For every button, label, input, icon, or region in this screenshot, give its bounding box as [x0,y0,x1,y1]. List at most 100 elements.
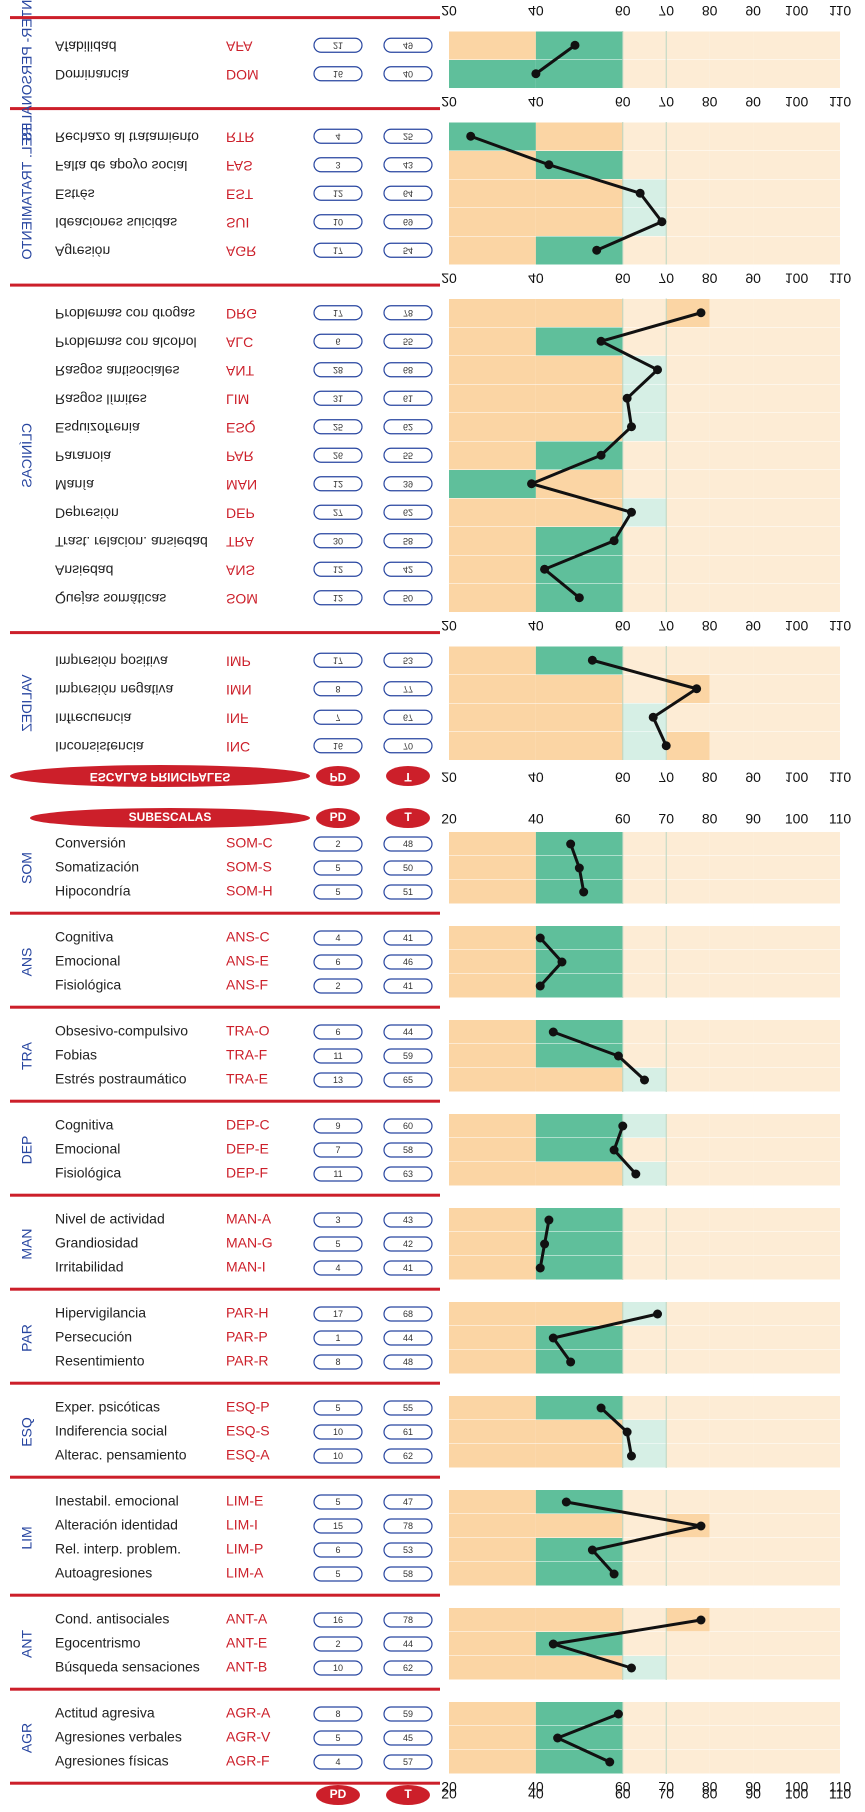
zone-cell [753,59,840,88]
t-value: 78 [403,1615,413,1625]
profile-point [548,1027,558,1037]
profile-point [640,1075,649,1085]
zone-cell [666,646,710,675]
pd-pill [313,1166,363,1182]
scale-name: Emocional [55,953,120,969]
zone-cell [449,950,536,974]
zone-cell [622,1350,667,1374]
pd-pill [313,1706,363,1722]
scale-name: Conversión [55,835,126,851]
scale-code: AFA [226,39,253,55]
axis-tick-label: 80 [702,618,718,634]
scale-name: Afabilidad [55,39,117,55]
zone-cell [666,832,710,856]
pd-value: 5 [335,1239,340,1249]
zone-cell [753,832,840,856]
scale-code: LIM [226,392,249,408]
scale-code: PAR [226,449,254,465]
t-value: 49 [403,40,413,50]
pd-value: 21 [333,40,343,50]
profile-point [596,336,606,346]
zone-cell [449,974,536,998]
scale-code: LIM-P [226,1541,263,1557]
t-value: 25 [403,131,413,141]
zone-cell [535,674,623,703]
t-pill [383,533,433,549]
zone-cell [449,583,536,612]
scale-code: SUI [226,215,249,231]
pd-pill [313,476,363,492]
t-pill [383,1260,433,1276]
axis-tick-label: 100 [785,1778,809,1794]
axis-tick-label: 70 [658,94,674,110]
zone-cell [449,1256,536,1280]
axis-tick-label: 110 [829,811,852,827]
pd-value: 15 [333,1521,343,1531]
zone-cell [666,1044,710,1068]
pd-value: 4 [335,131,340,141]
t-pill [383,1306,433,1322]
axis-tick-label: 90 [745,271,761,287]
zone-cell [666,926,710,950]
scale-code: ESQ-P [226,1399,270,1415]
profile-point [626,1663,636,1673]
zone-cell [709,31,754,60]
zone-cell [666,880,710,904]
pd-value: 17 [333,655,343,665]
zone-cell [622,526,667,555]
zone-cell [449,856,536,880]
zone-cell [666,1068,710,1092]
axis-tick-label: 80 [702,271,718,287]
scale-name: Manía [55,477,94,493]
zone-cell [449,298,536,327]
t-pill [383,419,433,435]
scale-name: Inestabil. emocional [55,1493,179,1509]
zone-cell [449,1020,536,1044]
group-label: MAN [19,1228,35,1259]
zone-cell [666,583,710,612]
scale-name: Impresión positiva [55,654,168,670]
t-value: 61 [403,1427,413,1437]
zone-cell [709,1114,754,1138]
zone-cell [709,674,754,703]
t-pill [383,652,433,668]
t-value: 70 [403,741,413,751]
pd-value: 7 [335,1145,340,1155]
zone-cell [709,1538,754,1562]
zone-cell [622,150,667,179]
zone-cell [622,1256,667,1280]
scale-name: Esquizofrenia [55,420,140,436]
t-pill [383,1494,433,1510]
zone-cell [535,298,623,327]
pd-value: 10 [333,1663,343,1673]
profile-point [696,308,706,318]
scale-name: Irritabilidad [55,1259,123,1275]
zone-cell [753,1232,840,1256]
scale-code: ANS-E [226,953,269,969]
profile-point [548,1639,558,1649]
zone-cell [709,1420,754,1444]
scale-name: Rechazo al tratamiento [55,130,199,146]
zone-cell [535,469,623,498]
t-pill [383,1166,433,1182]
pd-value: 10 [333,1427,343,1437]
zone-cell [753,1632,840,1656]
subscales-title: SUBESCALAS [129,810,212,824]
zone-cell [622,856,667,880]
axis-tick-label: 100 [785,3,809,19]
zone-cell [449,1490,536,1514]
profile-point [527,479,537,489]
scale-name: Agresión [55,244,110,260]
zone-cell [753,1326,840,1350]
pd-pill [313,1236,363,1252]
profile-point [653,1309,663,1319]
zone-cell [535,236,623,265]
zone-cell [709,384,754,413]
zone-cell [753,731,840,760]
t-pill [383,1706,433,1722]
scale-code: LIM-A [226,1565,264,1581]
zone-cell [666,1562,710,1586]
scale-code: SOM [226,591,258,607]
scale-name: Alteración identidad [55,1517,178,1533]
scale-code: PAR-R [226,1353,269,1369]
